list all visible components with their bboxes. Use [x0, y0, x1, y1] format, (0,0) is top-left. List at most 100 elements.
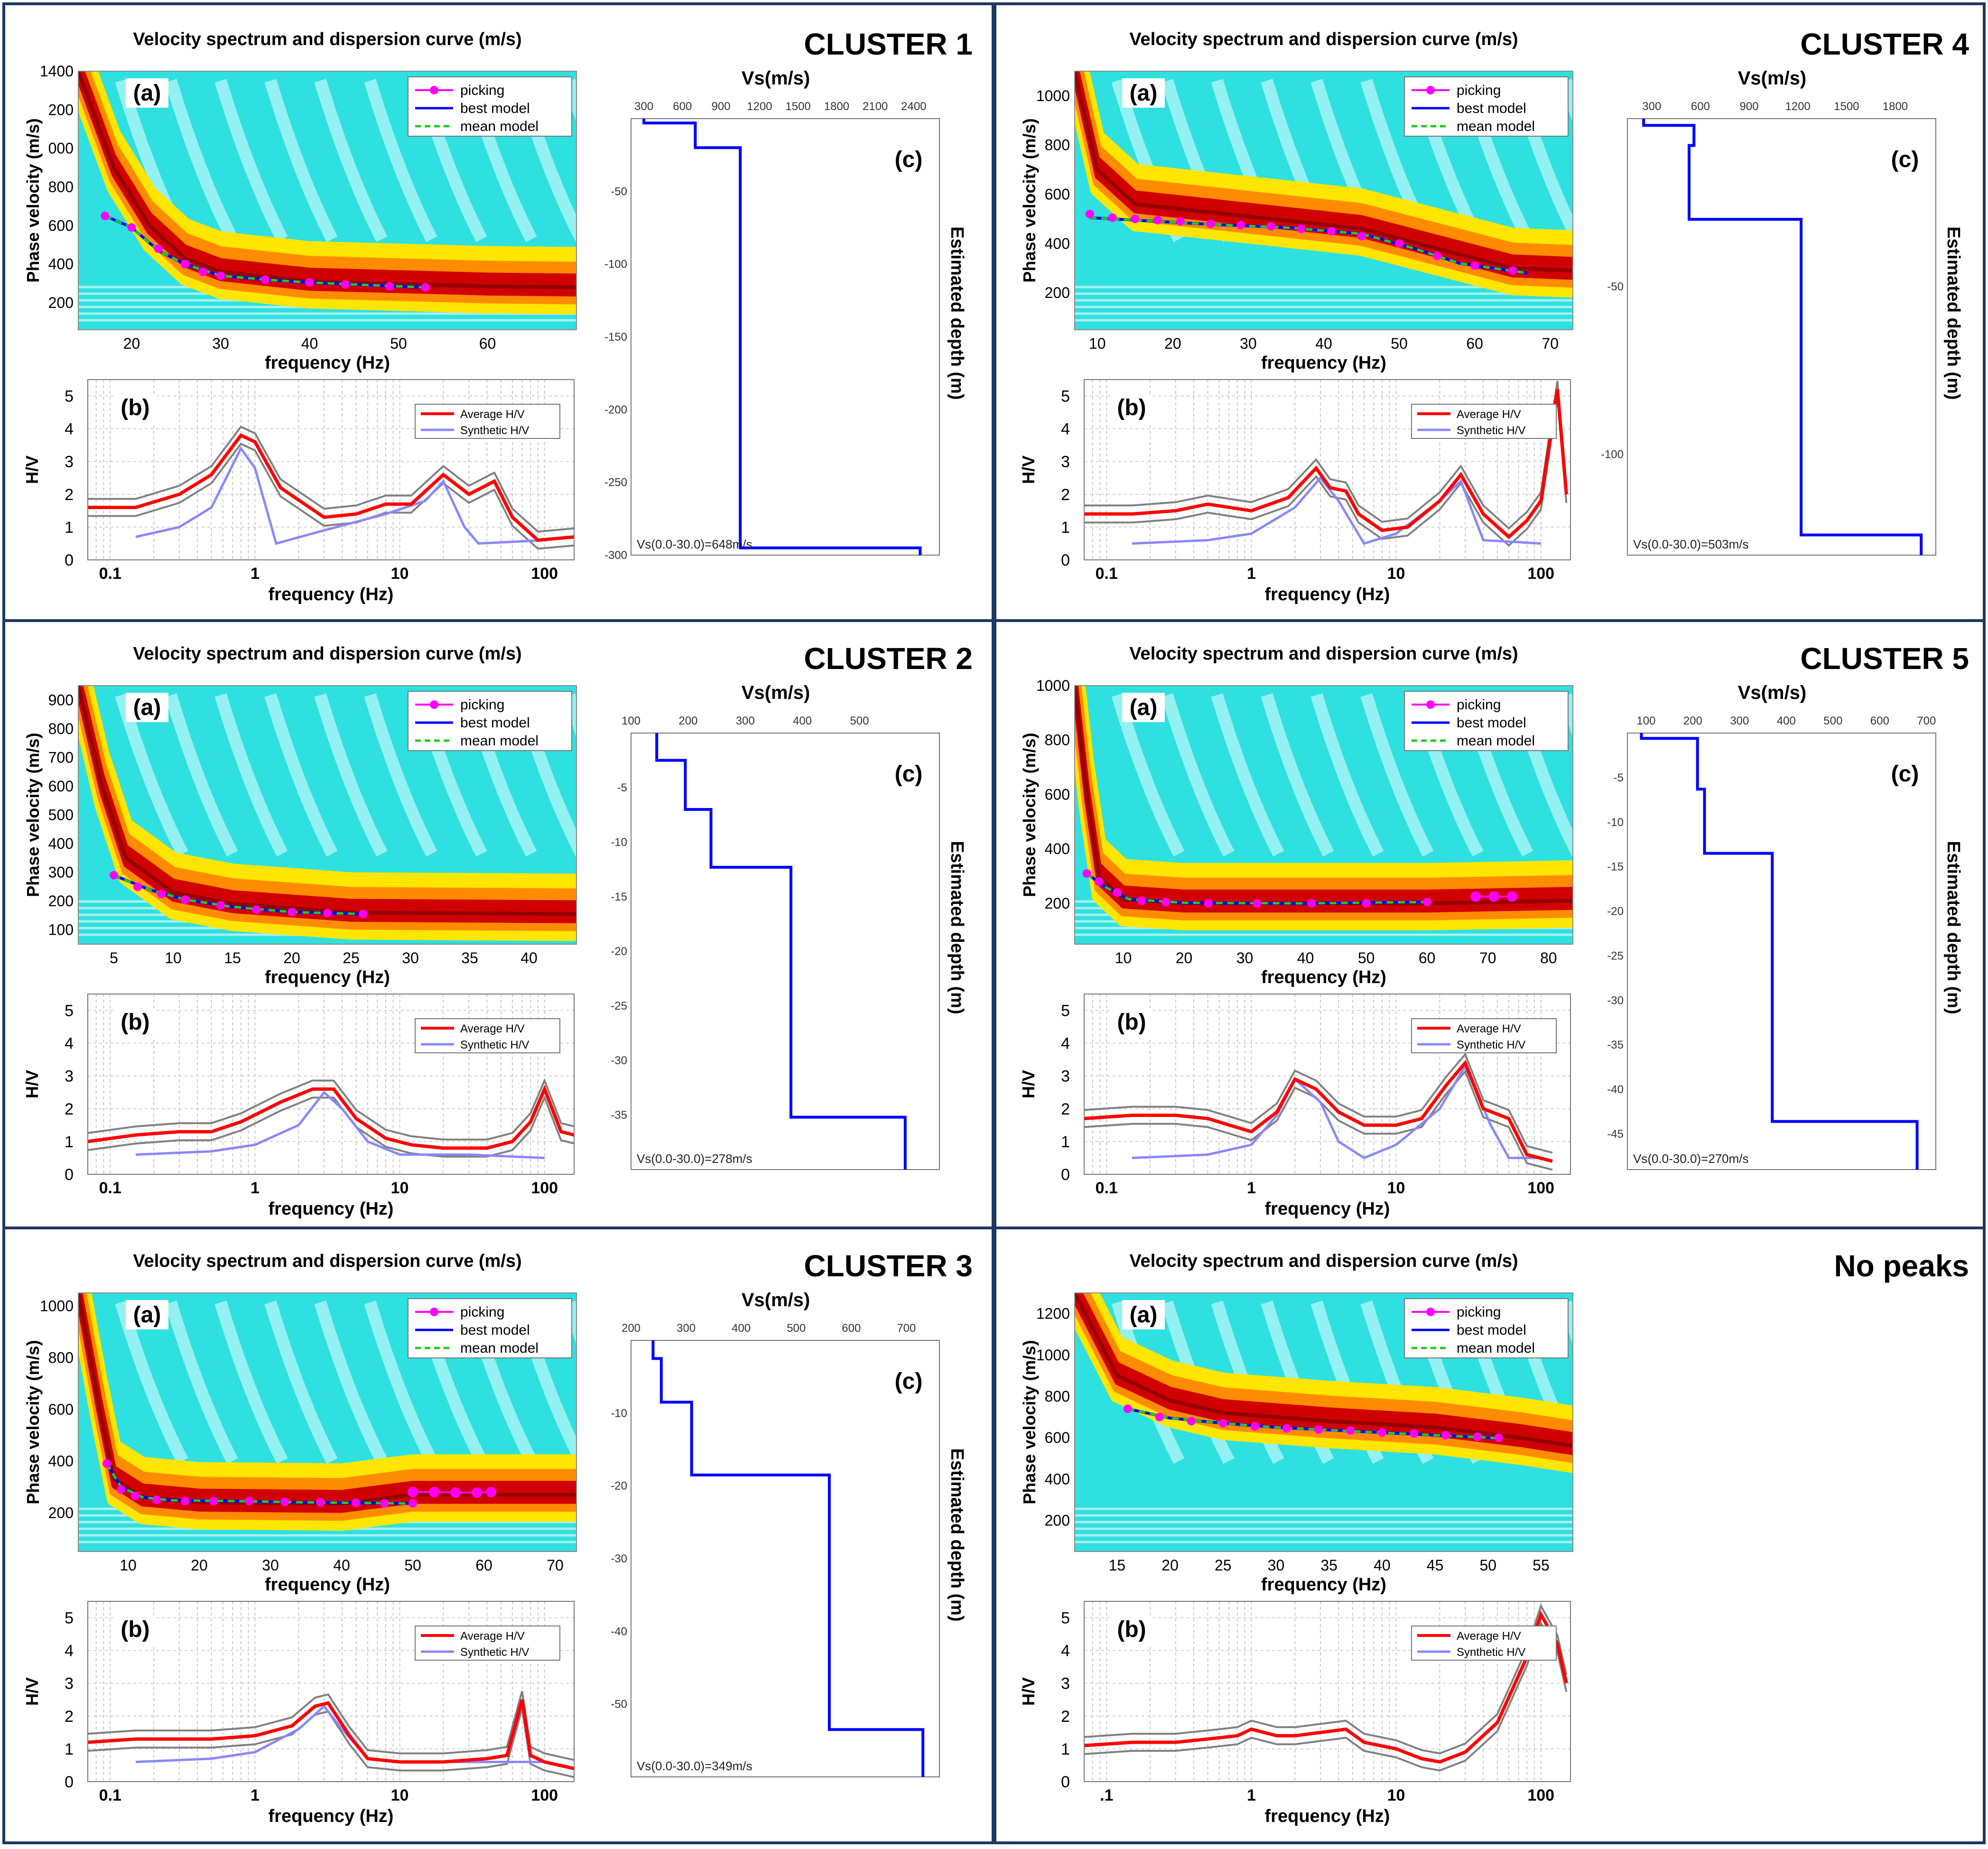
picking-point: [152, 1496, 161, 1504]
hv-x-tick: 10: [1387, 1786, 1405, 1804]
vs-tick-label: 1500: [1834, 100, 1859, 113]
depth-tick-label: -40: [1607, 1083, 1624, 1096]
legend-average-hv: Average H/V: [460, 1022, 525, 1035]
y-tick-label: 400: [1045, 1470, 1070, 1487]
hv-average-line: [1084, 1610, 1568, 1764]
hv-x-tick: 100: [531, 565, 558, 583]
panel-label-c: (c): [895, 147, 923, 172]
spectrum-title: Velocity spectrum and dispersion curve (…: [133, 644, 521, 664]
depth-tick-label: -10: [611, 836, 627, 849]
hv-y-tick: 4: [65, 1642, 74, 1660]
depth-tick-label: -35: [611, 1109, 627, 1122]
hv-x-tick: 0.1: [99, 1786, 121, 1804]
vs-tick-label: 300: [1730, 715, 1749, 727]
vs-tick-label: 200: [1683, 715, 1702, 727]
vs-tick-label: 100: [1636, 715, 1655, 727]
label-bg: [126, 78, 168, 108]
picking-point: [1327, 227, 1336, 236]
depth-tick-label: -50: [1607, 280, 1624, 293]
vs-tick-label: 200: [622, 1322, 641, 1335]
hv-legend: [1411, 404, 1557, 439]
hv-y-label: H/V: [1019, 1677, 1038, 1706]
spectrum-frame: [78, 685, 577, 945]
legend-swatch: [1426, 1308, 1435, 1316]
y-tick-label: 700: [48, 749, 74, 766]
picking-point: [1314, 1425, 1323, 1434]
hv-y-tick: 0: [1061, 1773, 1070, 1791]
legend-mean-model: mean model: [1457, 1340, 1535, 1356]
spectrum-streak: [364, 79, 437, 242]
picking-point: [133, 882, 142, 891]
hv-frame: [1084, 1601, 1571, 1782]
x-tick-label: 50: [1479, 1557, 1496, 1574]
picking-point: [380, 1499, 389, 1508]
panel-label-a: (a): [1130, 1302, 1158, 1328]
hv-synthetic-line: [135, 446, 545, 545]
legend-picking: picking: [1457, 697, 1501, 713]
vs-tick-label: 1500: [785, 100, 810, 113]
hv-y-tick: 5: [1061, 1002, 1070, 1020]
y-tick-label: 200: [48, 294, 74, 311]
x-tick-label: 20: [283, 949, 300, 966]
depth-tick-label: -30: [1607, 994, 1624, 1007]
spectrum-y-label: Phase velocity (m/s): [1020, 733, 1039, 897]
picking-point: [216, 271, 225, 280]
y-tick-label: 1000: [1036, 87, 1070, 104]
label-bg: [887, 1366, 930, 1396]
depth-tick-label: -45: [1607, 1128, 1624, 1141]
picking-point: [1422, 898, 1431, 907]
hv-x-tick: 1: [251, 1786, 260, 1804]
hv-y-tick: 0: [65, 1166, 74, 1184]
vs-tick-label: 1200: [1785, 100, 1811, 113]
legend-mean-model: mean model: [1457, 119, 1535, 134]
picking-point: [1470, 261, 1479, 270]
label-bg: [887, 145, 930, 174]
spectrum-x-label: frequency (Hz): [1261, 1575, 1386, 1595]
vs-tick-label: 2100: [863, 100, 888, 113]
spectrum-streak: [1261, 693, 1334, 857]
spectrum-streak: [1560, 1301, 1573, 1345]
label-bg: [1110, 394, 1153, 422]
legend-mean-model: mean model: [1457, 733, 1535, 749]
hv-y-tick: 2: [65, 1100, 74, 1118]
label-bg: [126, 693, 168, 722]
profile-frame: [631, 733, 940, 1170]
depth-tick-label: -30: [611, 1054, 627, 1067]
depth-tick-label: -25: [1607, 949, 1624, 962]
picking-point: [316, 1498, 325, 1507]
vs30-label: Vs(0.0-30.0)=278m/s: [637, 1152, 752, 1166]
spectrum-streak: [214, 79, 288, 242]
hv-y-tick: 5: [1061, 388, 1070, 406]
vs-axis-title: Vs(m/s): [742, 682, 810, 703]
picking-point: [1253, 899, 1262, 908]
legend-synthetic-hv: Synthetic H/V: [1457, 424, 1525, 437]
y-tick-label: 200: [1045, 895, 1070, 912]
hv-x-tick: 1: [251, 1179, 260, 1197]
y-tick-label: 200: [1045, 284, 1070, 301]
panel-label-a: (a): [1130, 695, 1158, 720]
vs-tick-label: 600: [1691, 100, 1710, 113]
x-tick-label: 80: [1540, 949, 1557, 966]
picking-point: [1432, 251, 1441, 260]
x-tick-label: 40: [1315, 335, 1332, 352]
label-bg: [126, 1300, 168, 1329]
legend-best-model: best model: [1457, 1322, 1526, 1338]
y-tick-label: 600: [1045, 786, 1070, 803]
picking-point: [385, 282, 394, 291]
picking-point: [1137, 896, 1146, 905]
picking-point: [181, 260, 189, 269]
spectrum-streak: [563, 79, 576, 123]
depth-axis-title: Estimated depth (m): [1943, 226, 1963, 400]
legend-picking: picking: [460, 697, 504, 713]
label-bg: [114, 1616, 157, 1644]
depth-tick-label: -50: [611, 1698, 627, 1711]
picking-point: [117, 1485, 125, 1494]
y-tick-label: 200: [1045, 1512, 1070, 1529]
y-tick-label: 200: [48, 101, 74, 118]
legend-swatch: [1426, 700, 1435, 709]
x-tick-label: 20: [191, 1557, 208, 1574]
x-tick-label: 60: [479, 335, 496, 352]
vs-profile-line: [651, 1340, 925, 1777]
hv-std-lower: [1084, 1620, 1568, 1772]
